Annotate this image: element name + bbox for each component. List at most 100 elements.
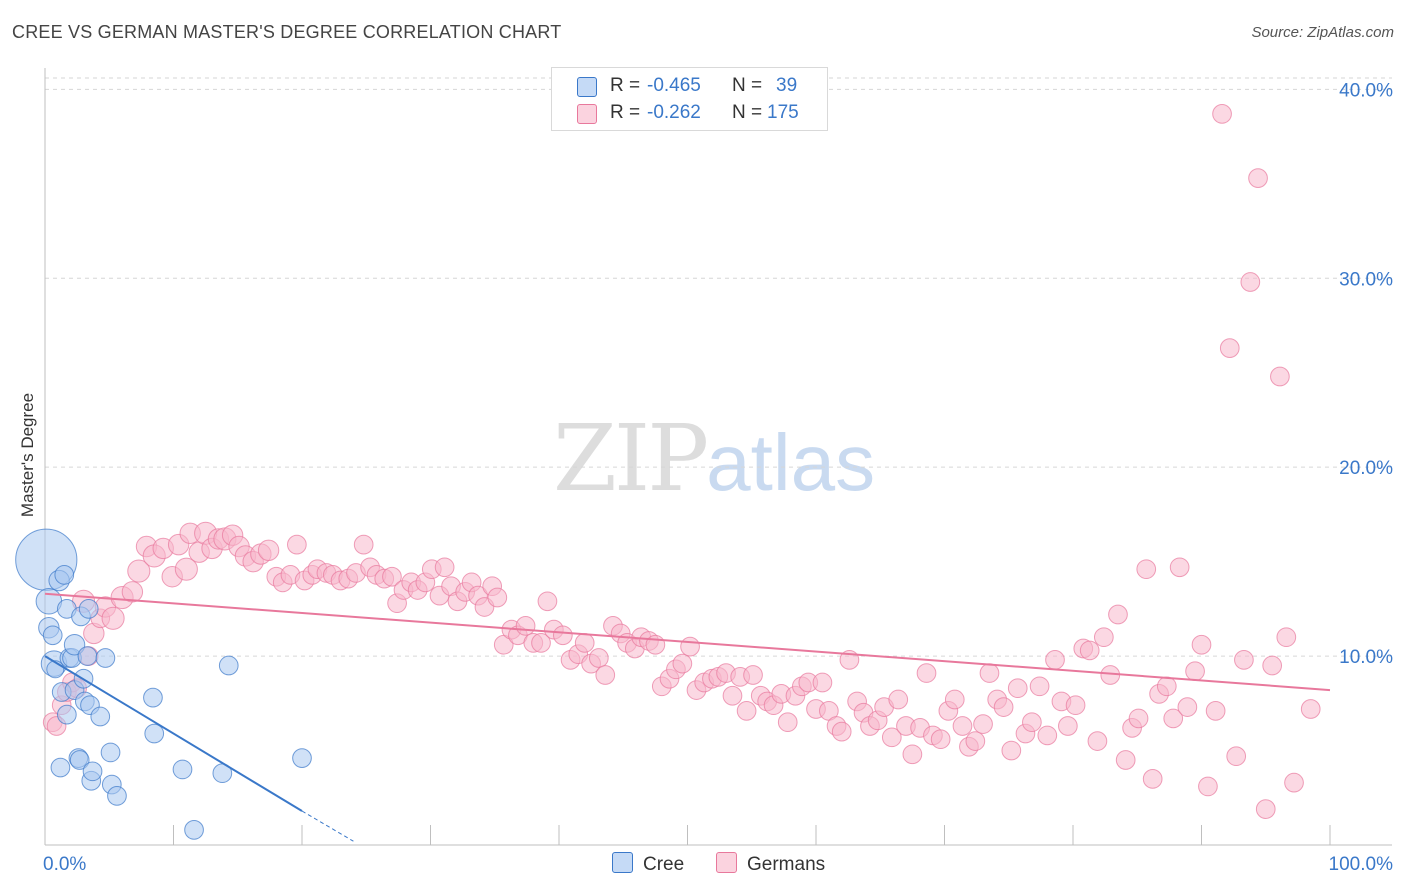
germans-point <box>979 663 1000 683</box>
germans-point <box>1169 557 1190 578</box>
cree-trend-extension <box>301 810 354 842</box>
legend-row-cree: R = -0.465 N = 39 <box>552 74 827 100</box>
germans-point <box>881 727 902 748</box>
germans-point <box>1177 697 1198 717</box>
cree-point <box>63 634 86 656</box>
legend-n-value: 175 <box>767 102 799 123</box>
germans-point <box>595 665 616 685</box>
cree-point <box>144 723 165 744</box>
cree-point <box>172 759 193 780</box>
y-tick-label: 30.0% <box>1339 269 1393 290</box>
chart-title: CREE VS GERMAN MASTER'S DEGREE CORRELATI… <box>12 22 562 42</box>
germans-point <box>965 731 986 751</box>
source-credit: Source: ZipAtlas.com <box>1251 24 1394 41</box>
germans-point <box>1087 731 1108 751</box>
germans-point <box>1142 769 1163 789</box>
bottom-legend-label-germans: Germans <box>747 854 826 875</box>
germans-point <box>722 685 743 706</box>
germans-point <box>1248 168 1268 188</box>
germans-point <box>382 566 402 587</box>
watermark-zip: ZIP <box>553 405 709 512</box>
legend-r-value: -0.262 <box>647 102 701 123</box>
germans-point <box>487 587 508 608</box>
cree-trend-line <box>44 655 303 812</box>
germans-point <box>1065 695 1086 716</box>
germans-point <box>736 701 757 721</box>
cree-point <box>82 761 103 782</box>
germans-point <box>1284 772 1304 793</box>
germans-point <box>1128 708 1149 729</box>
legend-row-germans: R = -0.262 N = 175 <box>552 101 827 127</box>
x-tick-label: 100.0% <box>1329 854 1394 875</box>
germans-point <box>680 636 700 657</box>
cree-point <box>54 564 75 585</box>
germans-point <box>537 591 558 612</box>
germans-point <box>1185 661 1205 682</box>
germans-point <box>743 665 763 685</box>
cree-point <box>184 820 204 840</box>
germans-point <box>553 625 573 646</box>
watermark-atlas: atlas <box>706 418 876 507</box>
cree-point <box>143 687 163 708</box>
germans-point <box>993 697 1014 717</box>
germans-point <box>1007 678 1028 699</box>
germans-point <box>1300 699 1321 719</box>
germans-point <box>1022 712 1042 733</box>
germans-point <box>287 534 307 555</box>
germans-point <box>101 606 125 630</box>
watermark: ZIPatlas <box>553 405 875 512</box>
germans-point <box>1270 366 1290 387</box>
cree-point <box>42 625 63 646</box>
germans-point <box>434 557 455 578</box>
germans-point <box>1234 650 1254 670</box>
cree-point <box>56 704 77 725</box>
cree-point <box>78 599 99 619</box>
y-axis-label: Master's Degree <box>18 392 37 518</box>
legend-r-value: -0.465 <box>647 75 701 96</box>
legend-swatch-cree <box>577 77 597 97</box>
legend-swatch-germans <box>577 104 597 124</box>
germans-point <box>1212 104 1232 124</box>
germans-point <box>174 557 198 581</box>
germans-point <box>888 689 909 710</box>
germans-point <box>121 581 144 603</box>
germans-point <box>1156 676 1177 697</box>
legend-n-label: N = <box>732 75 763 96</box>
y-tick-label: 20.0% <box>1339 458 1393 479</box>
germans-point <box>1045 650 1065 670</box>
legend-r-label: R = <box>610 102 641 123</box>
legend-n-label: N = <box>732 102 763 123</box>
germans-point <box>127 559 151 583</box>
germans-point <box>944 689 965 710</box>
germans-point <box>952 716 973 736</box>
cree-point <box>100 742 121 763</box>
germans-point <box>1108 604 1128 625</box>
cree-point <box>95 648 116 668</box>
germans-point <box>1226 746 1247 767</box>
germans-point <box>353 534 374 555</box>
germans-point <box>831 721 852 742</box>
germans-point <box>1262 655 1283 676</box>
germans-point <box>1058 716 1078 736</box>
germans-point <box>1255 799 1276 819</box>
germans-point <box>916 663 937 683</box>
germans-point <box>812 672 833 693</box>
cree-point <box>69 750 90 770</box>
correlation-legend: R = -0.465 N = 39 R = -0.262 N = 175 <box>551 67 828 131</box>
germans-point <box>588 648 609 668</box>
y-tick-label: 10.0% <box>1339 647 1393 668</box>
germans-point <box>257 539 280 561</box>
germans-point <box>1037 725 1058 746</box>
germans-point <box>574 633 595 653</box>
germans-point <box>1276 627 1297 648</box>
germans-point <box>515 616 536 636</box>
germans-point <box>973 714 993 734</box>
cree-point <box>292 748 312 768</box>
germans-point <box>1136 559 1157 580</box>
germans-point <box>1093 627 1114 648</box>
germans-point <box>672 653 693 674</box>
bottom-legend-swatch-cree <box>612 852 633 873</box>
germans-point <box>1240 272 1261 292</box>
germans-point <box>777 712 798 733</box>
